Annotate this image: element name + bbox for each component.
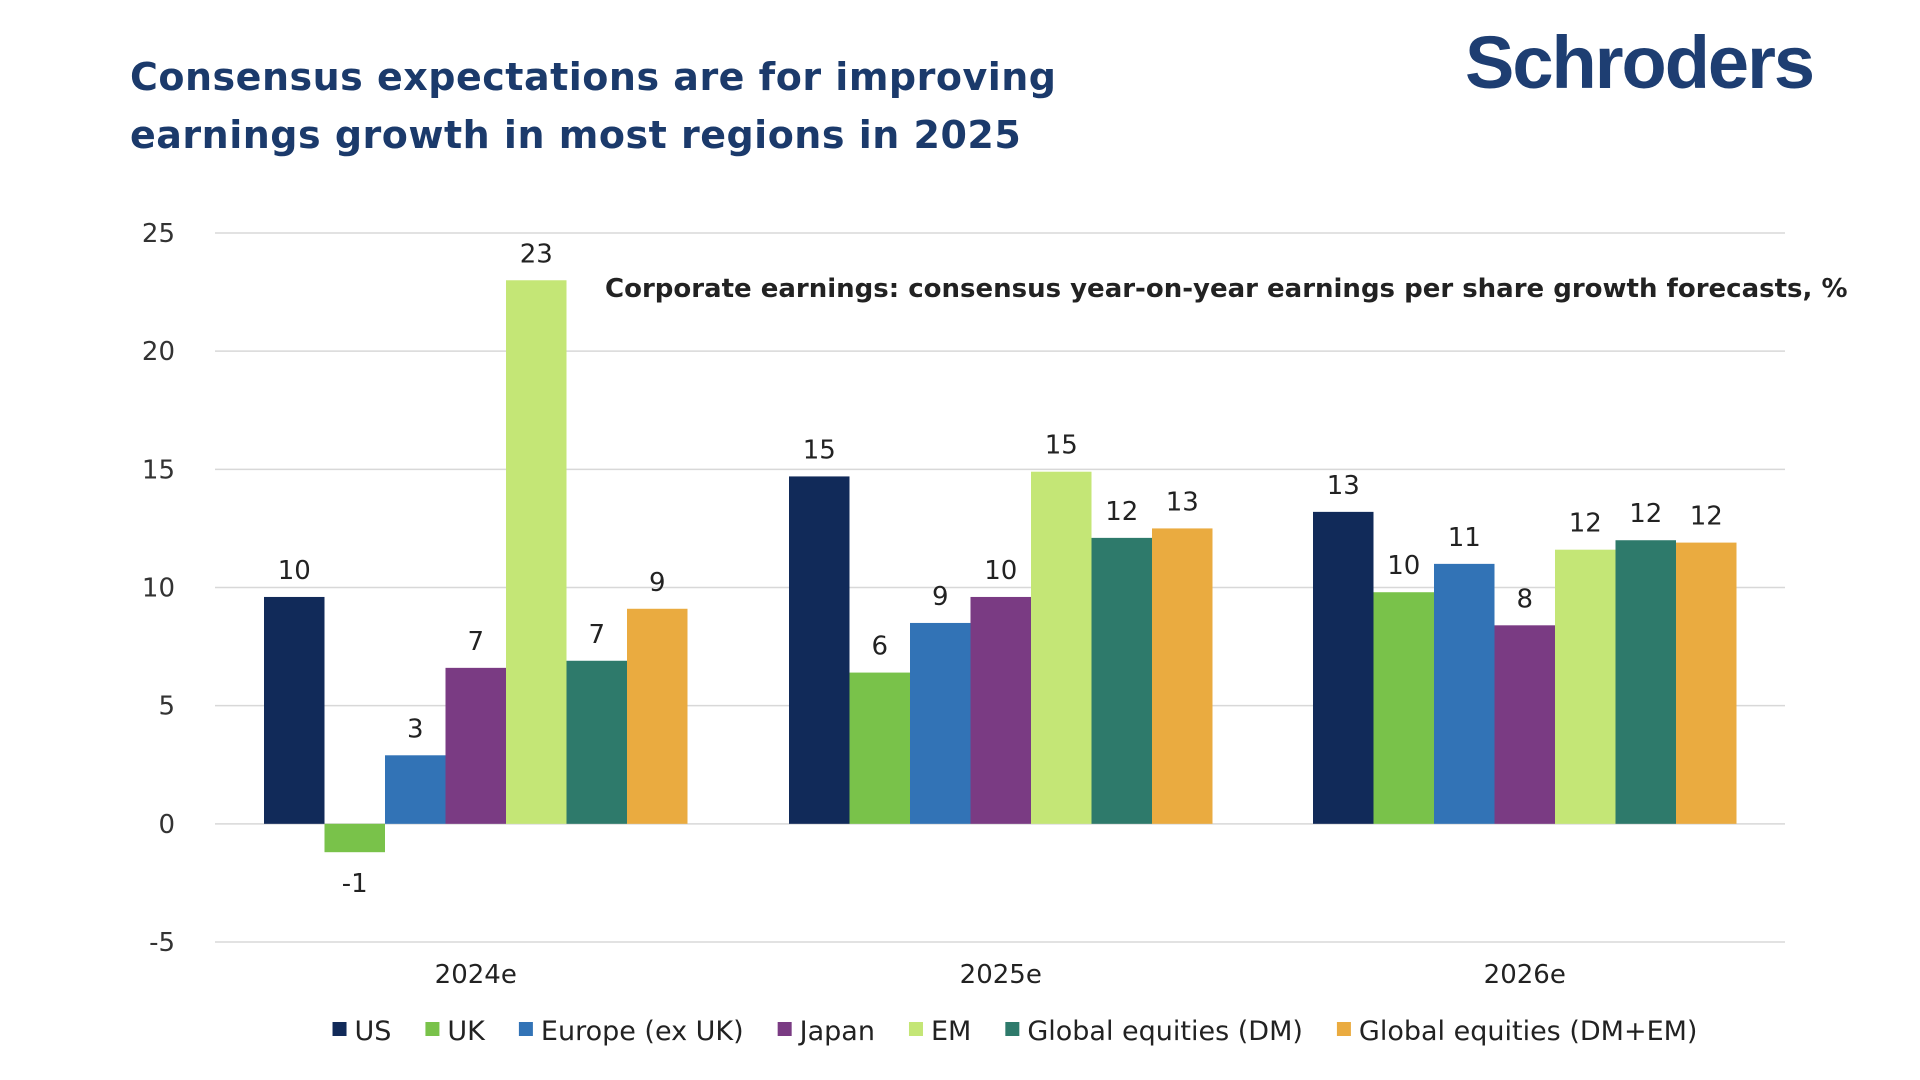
headline: Consensus expectations are for improving… — [130, 48, 1057, 164]
legend-label: EM — [931, 1016, 971, 1047]
y-tick-label: 20 — [142, 337, 175, 367]
bar — [1091, 537, 1152, 824]
x-category-label: 2025e — [960, 960, 1042, 990]
data-label: 10 — [1387, 551, 1420, 581]
bar — [1434, 563, 1495, 824]
legend-label: UK — [447, 1016, 486, 1047]
bar — [1373, 592, 1434, 824]
data-label: -1 — [342, 869, 368, 899]
data-label: 15 — [1045, 431, 1078, 461]
legend-label: Global equities (DM) — [1027, 1016, 1303, 1047]
data-label: 12 — [1690, 502, 1723, 532]
legend-label: Europe (ex UK) — [541, 1016, 744, 1047]
legend: US UK Europe (ex UK) Japan EM Global equities… — [332, 1016, 1698, 1047]
legend-item: Global equities (DM) — [1005, 1016, 1303, 1047]
bar — [1676, 542, 1737, 824]
data-label: 15 — [803, 435, 836, 465]
data-label: 9 — [649, 568, 666, 598]
data-label: 7 — [467, 627, 484, 657]
legend-swatch — [518, 1022, 533, 1036]
data-label: 13 — [1327, 471, 1360, 501]
bar — [627, 608, 688, 824]
legend-item: UK — [425, 1016, 486, 1047]
legend-swatch — [1336, 1022, 1351, 1036]
legend-swatch — [425, 1022, 440, 1036]
legend-item: Global equities (DM+EM) — [1336, 1016, 1698, 1047]
bar — [264, 596, 325, 824]
data-label: 10 — [984, 556, 1017, 586]
data-label: 9 — [932, 582, 949, 612]
data-label: 7 — [588, 620, 605, 650]
headline-line-1: Consensus expectations are for improving — [130, 55, 1057, 99]
bar — [445, 667, 506, 824]
bar — [789, 476, 850, 824]
legend-label: Global equities (DM+EM) — [1359, 1016, 1698, 1047]
y-axis-ticks: -5 0 5 10 15 20 25 — [142, 219, 175, 958]
data-label: 23 — [520, 239, 553, 269]
bar — [385, 755, 446, 824]
data-label: 12 — [1629, 499, 1662, 529]
bar — [566, 660, 627, 824]
data-label: 12 — [1105, 497, 1138, 527]
bar — [849, 672, 910, 824]
y-tick-label: 5 — [158, 692, 175, 722]
bar — [1615, 540, 1676, 824]
bar — [1555, 549, 1616, 824]
legend-swatch — [332, 1022, 347, 1036]
legend-item: Japan — [777, 1016, 875, 1047]
data-labels: 10 -1 3 7 23 7 9 15 6 9 10 15 12 13 13 10 11 8 12 12 12 — [278, 239, 1723, 899]
legend-item: Europe (ex UK) — [518, 1016, 744, 1047]
y-tick-label: 0 — [158, 810, 175, 840]
y-tick-label: 15 — [142, 455, 175, 485]
y-tick-label: -5 — [149, 928, 175, 958]
gridlines — [215, 232, 1785, 943]
data-label: 3 — [407, 714, 424, 744]
legend-item: EM — [908, 1016, 971, 1047]
legend-swatch — [777, 1022, 792, 1036]
data-label: 12 — [1569, 509, 1602, 539]
y-tick-label: 10 — [142, 574, 175, 604]
legend-swatch — [1005, 1022, 1020, 1036]
y-tick-label: 25 — [142, 219, 175, 249]
x-category-label: 2024e — [435, 960, 517, 990]
legend-label: Japan — [798, 1016, 875, 1047]
legend-item: US — [332, 1016, 392, 1047]
bar — [1494, 625, 1555, 824]
legend-label: US — [355, 1016, 392, 1047]
bar — [1313, 511, 1374, 824]
x-category-label: 2026e — [1484, 960, 1566, 990]
legend-swatch — [908, 1022, 923, 1036]
schroders-logo: Schroders — [1465, 21, 1815, 104]
bar — [506, 280, 567, 824]
headline-line-2: earnings growth in most regions in 2025 — [130, 113, 1022, 157]
data-label: 8 — [1516, 584, 1533, 614]
data-label: 10 — [278, 556, 311, 586]
bar — [1152, 528, 1213, 824]
data-label: 13 — [1166, 487, 1199, 517]
x-axis-labels: 2024e 2025e 2026e — [435, 960, 1566, 990]
bar — [970, 596, 1031, 824]
bar — [910, 622, 971, 824]
bar — [324, 823, 385, 853]
bars — [264, 280, 1737, 853]
bar — [1031, 471, 1092, 824]
data-label: 6 — [871, 632, 888, 662]
data-label: 11 — [1448, 523, 1481, 553]
chart-title: Corporate earnings: consensus year-on-ye… — [605, 274, 1848, 304]
